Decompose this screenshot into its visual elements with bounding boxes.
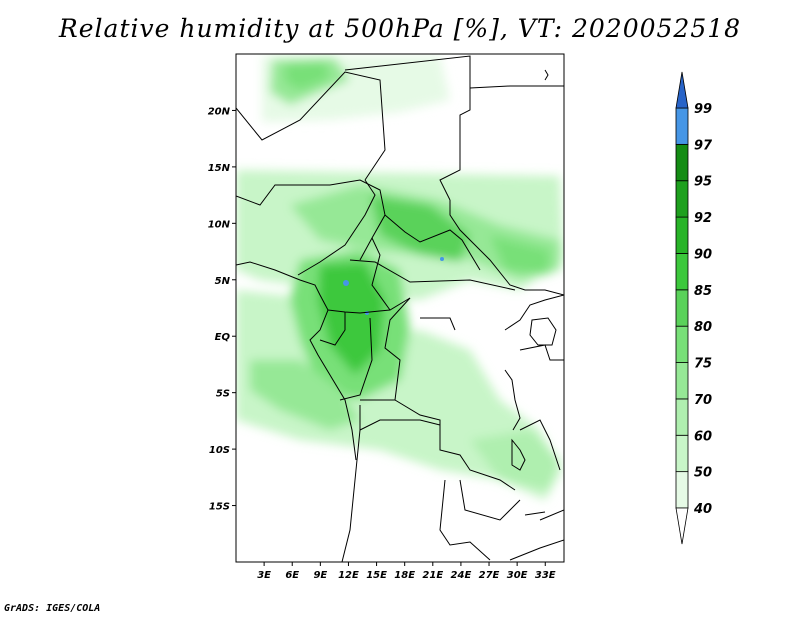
lat-tick-label: 5N — [215, 276, 231, 287]
colorbar-bottom-arrow — [675, 507, 689, 545]
colorbar-label: 95 — [694, 175, 712, 190]
colorbar-segment — [675, 253, 689, 291]
colorbar-top-arrow — [675, 71, 689, 109]
latitude-axis: 20N 15N 10N 5N EQ 5S 10S 15S — [208, 106, 236, 513]
colorbar-label: 80 — [694, 320, 712, 335]
lat-tick-label: EQ — [215, 332, 231, 343]
lon-tick-label: 3E — [257, 570, 271, 581]
lon-tick-label: 27E — [479, 570, 500, 581]
colorbar-segment — [675, 289, 689, 327]
humidity-band-southwest — [250, 360, 360, 430]
colorbar-segment — [675, 362, 689, 400]
lon-tick-label: 9E — [313, 570, 327, 581]
colorbar-label: 97 — [694, 138, 713, 153]
colorbar-label: 50 — [694, 466, 712, 481]
lon-tick-label: 21E — [422, 570, 443, 581]
colorbar-label: 92 — [694, 211, 712, 226]
map-frame — [235, 53, 565, 563]
lon-tick-label: 6E — [285, 570, 299, 581]
colorbar-segment — [675, 107, 689, 145]
colorbar-label: 99 — [694, 102, 712, 117]
colorbar-segment — [675, 216, 689, 254]
lon-tick-label: 33E — [535, 570, 556, 581]
colorbar-segment — [675, 471, 689, 509]
humidity-area-lake — [470, 430, 560, 490]
colorbar-segment — [675, 143, 689, 182]
colorbar-segment — [675, 325, 689, 363]
lon-tick-label: 15E — [366, 570, 387, 581]
humidity-core-central-inner — [318, 262, 385, 375]
map-title: Relative humidity at 500hPa [%], VT: 202… — [58, 14, 742, 43]
lon-tick-label: 18E — [394, 570, 415, 581]
colorbar-segment — [675, 434, 689, 473]
humidity-band-east-core — [490, 235, 550, 275]
longitude-axis: 3E 6E 9E 12E 15E 18E 21E 24E 27E 30E 33E — [257, 562, 556, 581]
colorbar-label: 90 — [694, 247, 712, 262]
lat-tick-label: 10N — [208, 219, 231, 230]
lat-tick-label: 10S — [209, 445, 230, 456]
colorbar-label: 40 — [693, 502, 712, 517]
humidity-spot-2 — [365, 311, 369, 315]
lon-tick-label: 24E — [451, 570, 472, 581]
colorbar-segment — [675, 180, 689, 218]
humidity-band-north-core — [285, 62, 330, 90]
colorbar-label: 75 — [694, 357, 712, 372]
humidity-spot-3 — [440, 257, 444, 261]
lat-tick-label: 15S — [209, 502, 230, 513]
colorbar-label: 85 — [694, 284, 712, 299]
grads-credit: GrADS: IGES/COLA — [4, 603, 101, 614]
colorbar-label: 60 — [694, 429, 712, 444]
colorbar: 40 50 60 70 75 80 85 90 92 95 97 99 — [675, 71, 713, 545]
country-borders — [236, 55, 564, 562]
lat-tick-label: 15N — [208, 163, 231, 174]
humidity-field — [236, 56, 564, 500]
lat-tick-label: 5S — [216, 389, 230, 400]
lon-tick-label: 12E — [338, 570, 359, 581]
lat-tick-label: 20N — [208, 106, 231, 117]
colorbar-label: 70 — [694, 393, 712, 408]
colorbar-segment — [675, 398, 689, 436]
humidity-band-sahel-core — [370, 195, 470, 262]
lon-tick-label: 30E — [507, 570, 528, 581]
humidity-spot-1 — [343, 280, 349, 286]
